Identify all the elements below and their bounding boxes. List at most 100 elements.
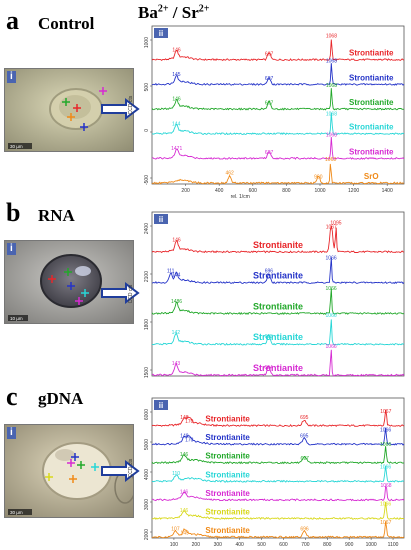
- y-tick-label: 6000: [144, 409, 150, 420]
- peak-label: 1068: [326, 34, 337, 40]
- x-tick-label: 700: [301, 542, 310, 548]
- series-label: Strontianite: [253, 332, 303, 342]
- x-tick-label: 1400: [382, 188, 393, 194]
- peak-label: 148: [180, 415, 189, 421]
- peak-label: 146: [172, 97, 181, 103]
- peak-label: 149: [180, 530, 189, 536]
- peak-label: 146: [180, 452, 189, 458]
- x-tick-label: 100: [170, 542, 179, 548]
- x-tick-label: 600: [279, 542, 288, 548]
- peak-label: 146: [172, 238, 181, 244]
- spectrum-series: [151, 136, 405, 160]
- peak-label: 146: [172, 47, 181, 53]
- peak-label: 1066: [380, 465, 391, 471]
- panel-c-letter: c: [6, 382, 18, 411]
- raman-chart-gdna: ii CCD cts 2000 3000 4000 5000 6000 100 200 300 40…: [128, 397, 405, 548]
- spectrum-series: [151, 349, 405, 377]
- peak-label: 1068: [326, 58, 337, 64]
- peak-label: 1095: [330, 221, 341, 227]
- panel-c-title: gDNA: [38, 389, 84, 408]
- spectrum-series: [151, 288, 405, 316]
- spectrum-series: [151, 112, 405, 136]
- x-tick-label: 300: [214, 542, 223, 548]
- peak-label: 148: [180, 434, 189, 440]
- chart-label-box: [154, 400, 168, 410]
- peak-label: 146: [180, 489, 189, 495]
- series-label: Strontianite: [253, 363, 303, 373]
- arrow-b-icon: [101, 282, 140, 304]
- chart-label: ii: [159, 215, 163, 224]
- peak-label: 107: [171, 526, 180, 532]
- series-label: Strontianite: [205, 489, 250, 498]
- y-tick-label: -500: [144, 175, 150, 185]
- series-label: Strontianite: [349, 73, 394, 82]
- x-tick-label: 1200: [348, 188, 359, 194]
- series-label: Strontianite: [205, 433, 250, 442]
- peak-label: 696: [265, 268, 274, 274]
- peak-label: 1066: [326, 255, 337, 261]
- series-label: Strontianite: [205, 415, 250, 424]
- series-label: Strontianite: [349, 123, 394, 132]
- peak-label: 111: [167, 268, 175, 274]
- header-ion-ba: Ba: [138, 3, 158, 22]
- chart-label-box: [154, 28, 168, 38]
- spectrum-series: [151, 409, 405, 428]
- peak-label: 697: [265, 101, 274, 107]
- peak-label: 697: [265, 150, 274, 156]
- y-tick-label: 2400: [144, 223, 150, 234]
- peak-label: 697: [265, 51, 274, 57]
- peak-label: 142: [172, 330, 181, 336]
- spectrum-series: [151, 319, 405, 346]
- y-tick-label: 1800: [144, 319, 150, 330]
- scalebar-label-a: 30 µm: [10, 144, 23, 149]
- x-tick-label: 400: [215, 188, 224, 194]
- peak-label: 146: [180, 508, 189, 514]
- peak-label: 1066: [380, 502, 391, 508]
- spectrum-series: [151, 88, 405, 111]
- series-label: SrO: [364, 172, 379, 181]
- y-tick-label: 4000: [144, 469, 150, 480]
- y-tick-label: 1500: [144, 367, 150, 378]
- peak-label: 144: [172, 272, 181, 278]
- scalebar-label-b: 10 µm: [10, 316, 23, 321]
- x-tick-label: 600: [249, 188, 258, 194]
- scalebar-label-c: 30 µm: [10, 510, 23, 515]
- x-axis-label: rel. 1/cm: [231, 194, 250, 200]
- micrograph-rna: 10 µm i: [4, 240, 134, 324]
- micrograph-b-label: i: [7, 243, 16, 255]
- panel-b-title: RNA: [38, 206, 75, 225]
- header-separator: /: [168, 3, 182, 22]
- x-tick-label: 500: [257, 542, 266, 548]
- spectrum-series: [151, 427, 405, 446]
- x-tick-label: 1000: [314, 188, 325, 194]
- plot-frame: [151, 397, 405, 539]
- y-tick-label: 500: [144, 83, 150, 92]
- peak-label: 695: [300, 415, 309, 421]
- raman-chart-control: ii CCD cts -500 0 500 1000 200 400 600 800 1000 120…: [128, 25, 405, 200]
- series-label: Strontianite: [253, 271, 303, 281]
- panel-a-letter: a: [6, 6, 19, 35]
- y-axis-label: CCD cts: [128, 95, 134, 114]
- peak-label: 1471: [171, 146, 182, 152]
- peak-label: 145: [172, 72, 181, 78]
- spectrum-series: [151, 521, 405, 539]
- header-ion-sr: Sr: [181, 3, 199, 22]
- spectrum-series: [151, 163, 405, 185]
- peak-label: 144: [172, 121, 181, 127]
- arrow-a-icon: [101, 98, 140, 120]
- spectrum-series: [151, 63, 405, 86]
- peak-label: 170: [185, 438, 194, 444]
- plot-frame: [151, 211, 405, 377]
- spectrum-series: [151, 501, 405, 520]
- peak-label: 1066: [326, 313, 337, 319]
- peak-label: 1066: [326, 344, 337, 350]
- series-label: Strontianite: [205, 507, 250, 516]
- peak-label: 1066: [380, 442, 391, 448]
- y-tick-label: 1000: [144, 37, 150, 48]
- y-tick-label: 3000: [144, 499, 150, 510]
- series-label: Strontianite: [205, 452, 250, 461]
- spectrum-series: [151, 225, 405, 254]
- panel-b-letter: b: [6, 198, 21, 227]
- peak-label: 1068: [380, 483, 391, 489]
- spectrum-series: [151, 39, 405, 62]
